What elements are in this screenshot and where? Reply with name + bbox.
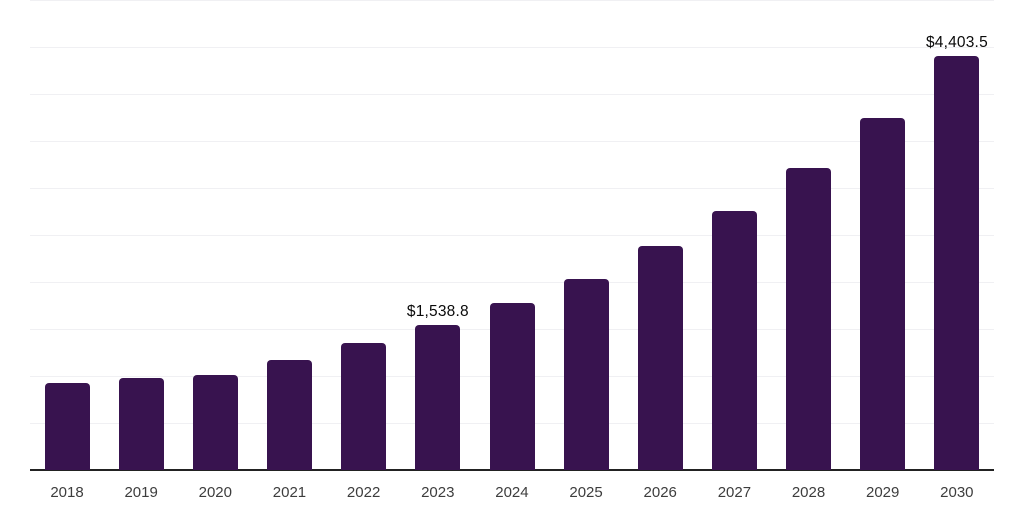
gridline [30,141,994,142]
x-tick-label-2021: 2021 [272,484,307,501]
bar-2022 [341,343,387,470]
bar-2029 [860,118,906,470]
x-tick-label-2025: 2025 [569,484,603,501]
x-tick-label-2023: 2023 [421,484,455,501]
gridline [30,94,994,95]
gridline [30,47,994,48]
gridline [30,188,994,189]
gridline [30,282,994,283]
bar-2027 [711,211,757,470]
x-tick-label-2026: 2026 [643,484,677,501]
bar-2018 [44,383,90,470]
x-tick-label-2028: 2028 [791,484,826,501]
gridline [30,0,994,1]
bar-2028 [786,168,832,470]
bar-value-label: $4,403.5 [925,34,988,52]
x-tick-label-2030: 2030 [940,484,974,501]
bar-2020 [192,375,238,470]
plot-area: $1,538.8 $4,403.5 [30,0,994,471]
bar-2030 [934,56,980,470]
x-tick-label-2029: 2029 [866,484,900,501]
x-tick-label-2027: 2027 [717,484,752,501]
bar-2026 [637,246,683,470]
bar-2025 [563,279,609,470]
bar-value-label: $1,538.8 [406,303,469,321]
gridline [30,235,994,236]
x-tick-label-2018: 2018 [50,484,84,501]
x-tick-label-2024: 2024 [495,484,529,501]
bar-2023 [415,325,461,470]
x-tick-label-2020: 2020 [198,484,232,501]
bar-2024 [489,303,535,470]
x-axis-line [30,469,994,471]
x-tick-label-2022: 2022 [346,484,381,501]
bar-2021 [267,360,313,470]
bar-2019 [118,378,164,470]
x-tick-label-2019: 2019 [124,484,158,501]
